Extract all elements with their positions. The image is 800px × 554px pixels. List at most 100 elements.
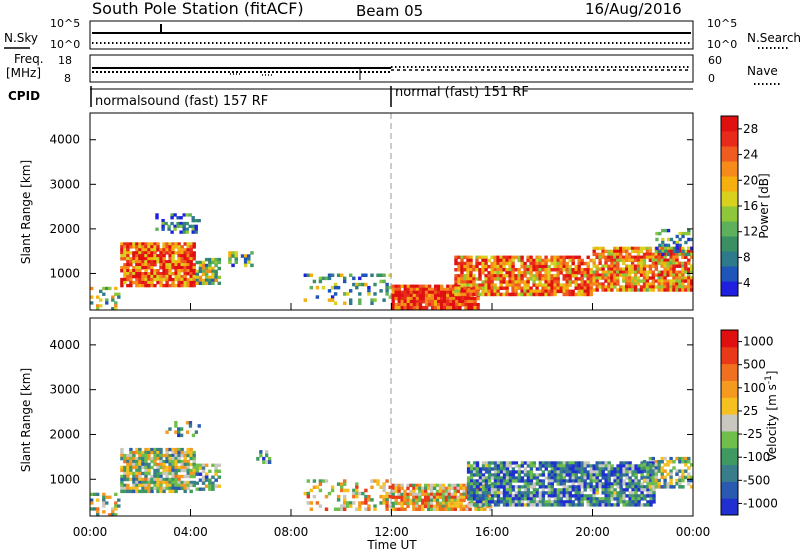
colorbar-tick-label: 16 (743, 199, 758, 213)
left-exp-tick-low: 10^0 (50, 38, 80, 51)
time-ut-xlabel: Time UT (366, 538, 417, 552)
freq-tick-low: 8 (64, 72, 71, 85)
colorbar-swatch (721, 236, 738, 252)
colorbar-swatch (721, 206, 738, 222)
freq-unit-label: [MHz] (6, 66, 41, 80)
x-tick-label: 12:00 (374, 525, 409, 539)
x-tick-label: 16:00 (475, 525, 510, 539)
x-tick-label: 00:00 (73, 525, 108, 539)
colorbar-swatch (721, 397, 738, 415)
colorbar-swatch (721, 430, 738, 449)
colorbar-tick-label: 1000 (743, 335, 774, 349)
colorbar-tick-label: 4 (743, 276, 751, 290)
colorbar-swatch (721, 346, 738, 365)
echo-region-noon-scatter (303, 479, 392, 511)
colorbar-tick-label: -1000 (743, 496, 778, 510)
echo-region-morning-echo-band (120, 242, 196, 288)
cpid-segment-2: normal (fast) 151 RF (395, 85, 529, 100)
colorbar-swatch (721, 176, 738, 192)
colorbar-swatch (721, 464, 738, 482)
freq-nave-strip (89, 54, 694, 83)
echo-region-morning-echo-tail (195, 463, 221, 491)
nave-label: Nave (747, 64, 778, 78)
y-tick-label: 4000 (49, 133, 80, 147)
echo-region-midmorning-patch (228, 251, 254, 268)
right-exp-tick-high: 10^5 (707, 17, 737, 30)
echo-region-upper-patch (155, 213, 201, 234)
power-ylabel: Slant Range [km] (19, 160, 33, 264)
y-tick-label: 1000 (49, 266, 80, 280)
x-tick-label: 08:00 (274, 525, 309, 539)
colorbar-swatch (721, 116, 738, 132)
echo-region-morning-echo-tail (195, 257, 221, 285)
echo-region-morning-echo-band (120, 447, 196, 494)
cpid-strip (90, 86, 693, 107)
nave-tick-low: 0 (708, 72, 715, 85)
power-y-axis: 4000 3000 2000 1000 (49, 133, 693, 280)
velocity-colorbar-label-text: Velocity [m s (765, 384, 779, 461)
colorbar-swatch (721, 221, 738, 237)
y-tick-label: 2000 (49, 222, 80, 236)
colorbar-swatch (721, 191, 738, 207)
colorbar-swatch (721, 251, 738, 267)
colorbar-swatch (721, 447, 738, 466)
colorbar-tick-label: 8 (743, 250, 751, 264)
velocity-colorbar: 1000 500 100 25 -25 -100 -500 -1000 (720, 329, 778, 516)
x-tick-label: 00:00 (676, 525, 711, 539)
colorbar-tick-label: 24 (743, 148, 758, 162)
velocity-panel: 4000 3000 2000 1000 00:00 04:00 08:00 12:00 16:… (49, 317, 711, 539)
cpid-segment-1: normalsound (fast) 157 RF (95, 94, 268, 109)
colorbar-swatch (721, 131, 738, 147)
colorbar-tick-label: 12 (743, 225, 758, 239)
echo-region-evening-band (642, 456, 694, 489)
colorbar-tick-label: -500 (743, 473, 770, 487)
y-tick-label: 1000 (49, 472, 80, 486)
nsky-label: N.Sky (4, 31, 38, 45)
y-tick-label: 3000 (49, 177, 80, 191)
power-colorbar-label: Power [dB] (757, 173, 771, 238)
station-title: South Pole Station (fitACF) (92, 0, 304, 18)
colorbar-swatch (721, 161, 738, 177)
echo-region-late-upper-echo (655, 228, 694, 257)
echo-region-noon-scatter (303, 273, 392, 305)
colorbar-tick-label: 20 (743, 173, 758, 187)
power-x-axis-ticks (89, 303, 694, 310)
colorbar-tick-label: -100 (743, 450, 770, 464)
colorbar-swatch (721, 281, 738, 297)
beam-label: Beam 05 (356, 2, 423, 20)
velocity-ylabel: Slant Range [km] (19, 368, 33, 472)
y-tick-label: 3000 (49, 383, 80, 397)
power-colorbar: 28 24 20 16 12 8 4 (720, 115, 758, 297)
echo-region-early-low-echo (90, 492, 121, 517)
nsky-nsearch-strip (89, 20, 694, 50)
y-tick-label: 4000 (49, 338, 80, 352)
colorbar-tick-label: 500 (743, 358, 766, 372)
velocity-y-axis: 4000 3000 2000 1000 (49, 338, 693, 486)
nsearch-label: N.Search (747, 31, 800, 45)
x-tick-label: 04:00 (173, 525, 208, 539)
velocity-x-axis: 00:00 04:00 08:00 12:00 16:00 20:00 00:00 (73, 509, 711, 539)
x-tick-label: 20:00 (575, 525, 610, 539)
colorbar-tick-label: 100 (743, 381, 766, 395)
power-data-layer (90, 213, 694, 311)
colorbar-tick-label: -25 (743, 427, 763, 441)
colorbar-swatch (721, 481, 738, 499)
y-tick-label: 2000 (49, 427, 80, 441)
freq-tick-high: 18 (58, 54, 72, 67)
colorbar-tick-label: 28 (743, 122, 758, 136)
echo-region-midmorning-patch (256, 450, 272, 464)
echo-region-afternoon-band (454, 255, 593, 297)
echo-region-upper-patch (165, 421, 201, 438)
echo-region-evening-band (592, 246, 694, 292)
left-exp-tick-high: 10^5 (50, 17, 80, 30)
nave-tick-high: 60 (708, 54, 722, 67)
freq-label: Freq. (14, 52, 44, 66)
colorbar-swatch (721, 146, 738, 162)
colorbar-swatch (721, 330, 738, 348)
colorbar-swatch (721, 498, 738, 516)
colorbar-swatch (721, 266, 738, 282)
date-label: 16/Aug/2016 (585, 0, 682, 18)
colorbar-tick-label: 25 (743, 404, 758, 418)
right-exp-tick-low: 10^0 (707, 38, 737, 51)
